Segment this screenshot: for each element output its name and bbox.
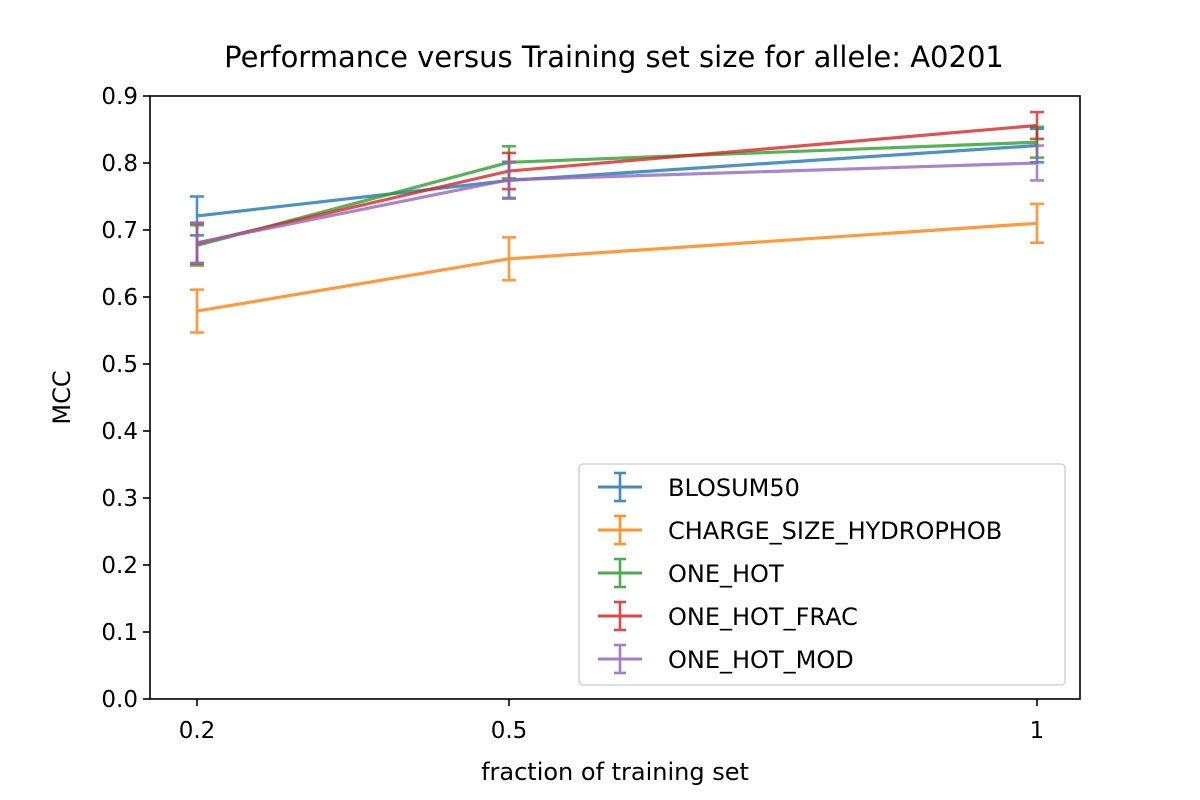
- series-line: [196, 140, 1038, 247]
- chart-title: Performance versus Training set size for…: [224, 40, 1004, 74]
- y-tick-label: 0.3: [101, 486, 138, 512]
- legend-item: [598, 557, 642, 589]
- axes-frame: [149, 95, 1081, 700]
- series-charge-size-hydrophob: [190, 202, 1044, 334]
- series-line: [196, 123, 1038, 245]
- y-tick-label: 0.1: [101, 620, 138, 646]
- y-tick-label: 0.5: [101, 352, 138, 378]
- y-tick-label: 0.9: [101, 84, 138, 110]
- legend-label: CHARGE_SIZE_HYDROPHOB: [668, 517, 1002, 545]
- x-axis-label: fraction of training set: [481, 758, 749, 786]
- legend-label: ONE_HOT_MOD: [668, 646, 854, 674]
- legend-item: [598, 471, 642, 503]
- y-tick-label: 0.0: [101, 687, 138, 713]
- series-layer: [190, 110, 1044, 334]
- legend-label: BLOSUM50: [668, 474, 800, 502]
- y-tick-label: 0.6: [101, 285, 138, 311]
- axis-ticks: 0.0 0.1 0.2 0.3 0.4 0.5 0.6 0.7 0.8 0.9 0.2 0.5 1: [101, 84, 1044, 744]
- y-tick-label: 0.7: [101, 218, 138, 244]
- legend-box: [578, 463, 1066, 686]
- x-tick-label: 0.2: [179, 718, 216, 744]
- series-one-hot-frac: [190, 110, 1044, 265]
- y-tick-label: 0.8: [101, 151, 138, 177]
- series-line: [196, 221, 1038, 313]
- legend-item: [598, 600, 642, 632]
- legend-item: [598, 643, 642, 675]
- series-one-hot-mod: [190, 144, 1044, 265]
- y-tick-label: 0.2: [101, 553, 138, 579]
- legend-item: [598, 514, 642, 546]
- series-one-hot: [190, 125, 1044, 267]
- y-tick-label: 0.4: [101, 419, 138, 445]
- legend-label: ONE_HOT: [668, 560, 784, 588]
- x-tick-label: 0.5: [491, 718, 528, 744]
- series-line: [196, 143, 1038, 218]
- y-axis-label: MCC: [48, 370, 76, 424]
- legend: BLOSUM50 CHARGE_SIZE_HYDROPHOB ONE_HOT ONE_…: [578, 463, 1066, 686]
- x-tick-label: 1: [1030, 718, 1045, 744]
- legend-label: ONE_HOT_FRAC: [668, 603, 858, 631]
